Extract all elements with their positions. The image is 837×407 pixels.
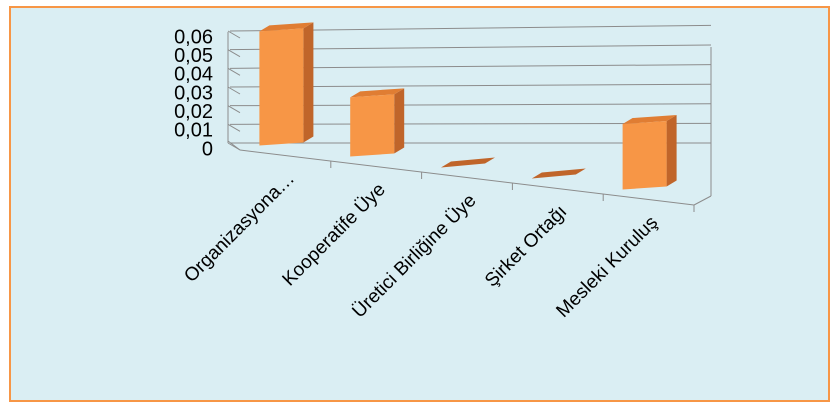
gridline-side xyxy=(227,49,241,58)
gridline-side xyxy=(227,123,241,132)
gridline-side xyxy=(227,105,241,114)
y-tick-label: 0,06 xyxy=(174,26,213,48)
x-tick-label: Organizasyona… xyxy=(180,168,299,287)
bar xyxy=(531,168,586,179)
bar-top xyxy=(441,157,495,168)
bar-front xyxy=(350,94,395,157)
bar-top xyxy=(259,22,314,32)
bars xyxy=(259,22,677,190)
gridline-side xyxy=(227,67,241,76)
x-axis xyxy=(239,149,695,206)
bar xyxy=(259,22,314,146)
bar xyxy=(350,88,405,157)
bar-top xyxy=(622,115,677,125)
floor-right-edge xyxy=(693,195,712,206)
bar-top xyxy=(531,168,586,179)
bar xyxy=(441,157,495,168)
gridline-side xyxy=(227,30,241,39)
x-tick-label: Mesleki Kuruluş xyxy=(552,212,662,322)
y-tick-label: 0,01 xyxy=(174,120,213,142)
bar-front xyxy=(622,121,667,190)
y-tick-label: 0,05 xyxy=(174,45,213,67)
y-tick-labels: 00,010,020,030,040,050,06 xyxy=(174,26,213,160)
x-tick-label: Kooperatife Üye xyxy=(279,179,390,290)
y-tick-label: 0,04 xyxy=(174,64,213,86)
bar-side xyxy=(666,115,677,187)
bar-front xyxy=(259,28,304,146)
bar xyxy=(622,115,677,190)
bar-top xyxy=(350,88,405,98)
floor-left-edge xyxy=(227,140,241,151)
y-tick-label: 0 xyxy=(202,138,213,160)
chart-frame xyxy=(9,6,830,402)
axes xyxy=(227,32,712,206)
y-tick-label: 0,03 xyxy=(174,82,213,104)
x-tick-label: Şirket Ortağı xyxy=(481,201,571,291)
y-tick-label: 0,02 xyxy=(174,101,213,123)
gridline-side xyxy=(227,86,241,95)
bar-side xyxy=(303,22,314,143)
x-tick-marks xyxy=(330,161,695,212)
bar-side xyxy=(394,88,405,154)
